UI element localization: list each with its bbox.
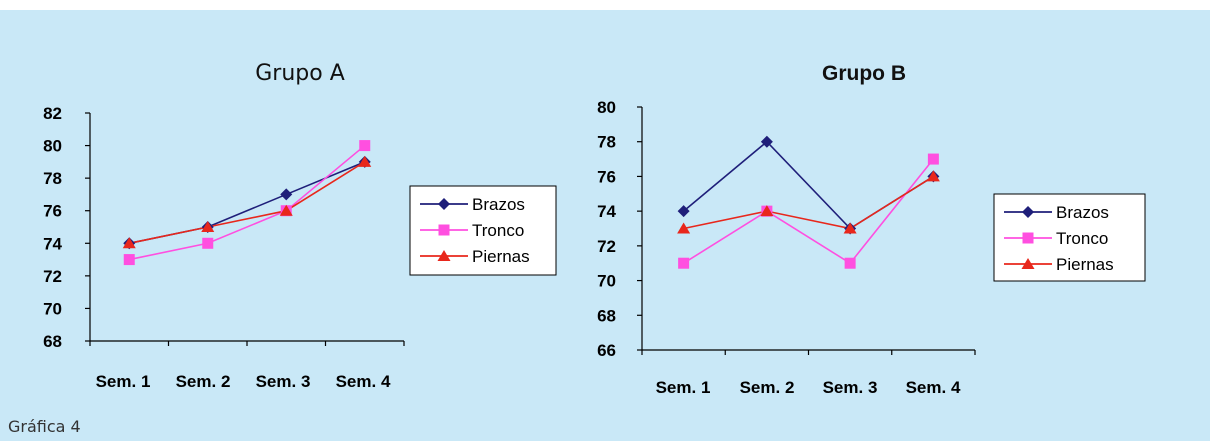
chart-1-x-tick-label: Sem. 2 xyxy=(176,372,231,391)
chart-1-y-tick-label: 74 xyxy=(43,234,62,253)
chart-2-point-tronco xyxy=(927,153,939,165)
chart-2-legend-label: Tronco xyxy=(1056,229,1108,248)
chart-1-legend-label: Piernas xyxy=(472,247,530,266)
chart-2-y-tick-label: 70 xyxy=(597,272,616,291)
chart-1-y-tick-label: 78 xyxy=(43,169,62,188)
chart-1-y-tick-label: 72 xyxy=(43,267,62,286)
chart-2-point-tronco xyxy=(844,257,856,269)
chart-2-point-piernas xyxy=(760,205,774,217)
chart-1-x-tick-label: Sem. 4 xyxy=(336,372,391,391)
chart-1-legend-marker xyxy=(437,250,451,261)
chart-2-series-tronco-line xyxy=(683,158,934,265)
chart-1-point-brazos xyxy=(280,188,293,201)
chart-1-legend-marker xyxy=(438,198,450,210)
chart-1-legend-label: Tronco xyxy=(472,221,524,240)
chart-2-x-tick-label: Sem. 2 xyxy=(740,378,795,397)
chart-1-point-tronco xyxy=(359,140,371,152)
chart-2-series-brazos-line xyxy=(683,140,934,230)
chart-2-x-tick-label: Sem. 3 xyxy=(823,378,878,397)
chart-1-y-tick-label: 80 xyxy=(43,137,62,156)
chart-1-series-piernas-line xyxy=(129,161,366,245)
chart-2-y-tick-label: 72 xyxy=(597,237,616,256)
chart-1-point-piernas xyxy=(201,221,215,232)
chart-2-y-tick-label: 74 xyxy=(597,202,616,221)
chart-2-legend-marker xyxy=(1022,206,1034,218)
chart-2-point-tronco xyxy=(678,257,690,269)
chart-2-legend-marker xyxy=(1022,232,1034,244)
chart-2-point-piernas xyxy=(843,222,857,234)
chart-2-series-piernas-line xyxy=(683,175,934,230)
chart-1-legend-marker xyxy=(438,224,450,236)
chart-1-point-piernas xyxy=(358,155,372,167)
chart-2-y-tick-label: 66 xyxy=(597,341,616,360)
chart-1-title: Grupo A xyxy=(255,61,345,86)
chart-2-y-tick-label: 78 xyxy=(597,133,616,152)
chart-1-x-tick-label: Sem. 1 xyxy=(96,372,151,391)
chart-1-y-tick-label: 76 xyxy=(43,202,62,221)
chart-2-point-brazos xyxy=(760,135,773,148)
chart-2: Grupo B 66 68 70 72 74 76 78 80 Sem. 1 Sem. 2 Sem. … xyxy=(597,62,1146,397)
chart-2-title: Grupo B xyxy=(822,62,906,85)
chart-1-y-tick-label: 68 xyxy=(43,332,62,351)
chart-2-y-tick-label: 76 xyxy=(597,167,616,186)
chart-2-x-tick-label: Sem. 1 xyxy=(656,378,711,397)
chart-1-x-tick-label: Sem. 3 xyxy=(256,372,311,391)
chart-1-point-tronco xyxy=(202,237,214,249)
chart-2-point-piernas xyxy=(926,170,940,182)
chart-1-legend-label: Brazos xyxy=(472,195,525,214)
chart-1-point-tronco xyxy=(123,254,135,266)
chart-2-legend-label: Piernas xyxy=(1056,255,1114,274)
chart-2-point-brazos xyxy=(677,205,690,218)
chart-2-legend-label: Brazos xyxy=(1056,203,1109,222)
chart-1-y-tick-label: 70 xyxy=(43,299,62,318)
chart-2-x-tick-label: Sem. 4 xyxy=(906,378,961,397)
chart-1-y-tick-label: 82 xyxy=(43,104,62,123)
chart-1-series-tronco-line xyxy=(129,144,366,261)
chart-1-point-piernas xyxy=(122,237,136,249)
figure-caption: Gráfica 4 xyxy=(8,417,81,436)
chart-2-point-piernas xyxy=(677,222,691,234)
chart-2-legend-marker xyxy=(1021,258,1035,269)
chart-1-point-piernas xyxy=(279,204,293,216)
chart-2-y-tick-label: 80 xyxy=(597,98,616,117)
chart-2-y-tick-label: 68 xyxy=(597,306,616,325)
chart-1: Grupo A 68 70 72 74 76 78 80 82 Sem. 1 Sem. 2 Sem. … xyxy=(43,61,557,391)
